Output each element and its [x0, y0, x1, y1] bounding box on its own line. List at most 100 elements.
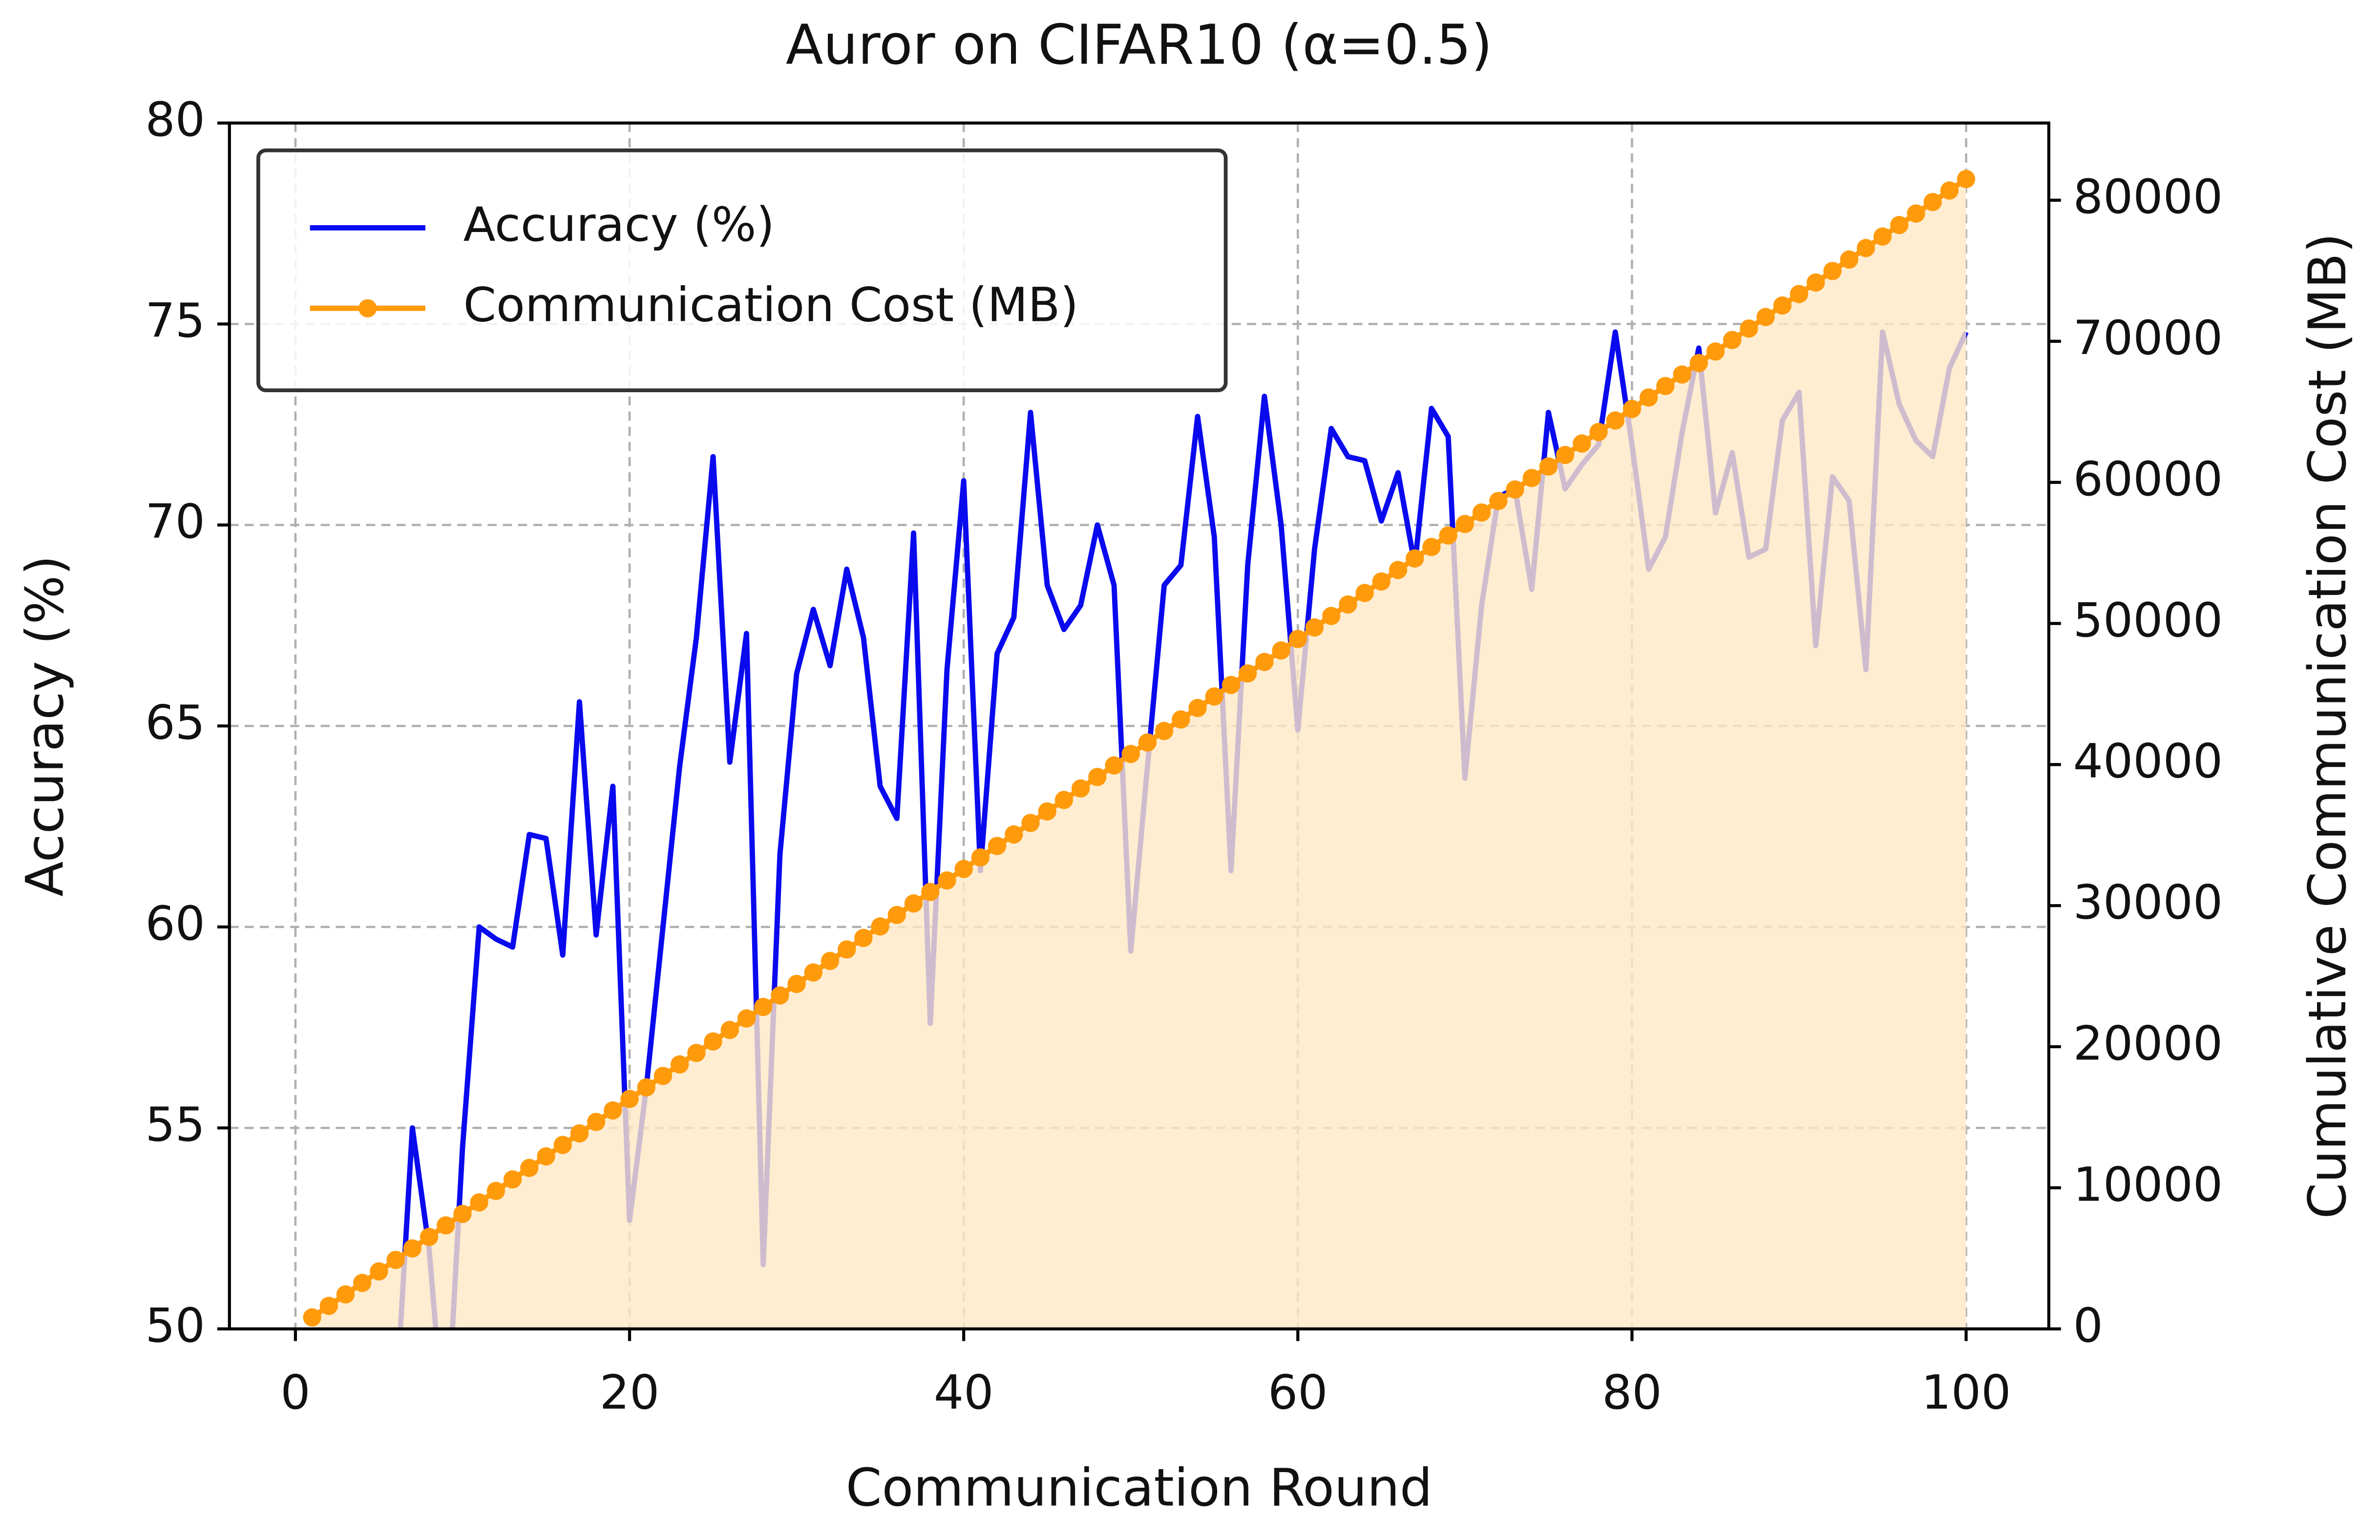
y-tick-label: 60: [145, 896, 205, 951]
point: [904, 894, 923, 913]
point: [1155, 721, 1174, 740]
point: [1907, 204, 1925, 223]
y-tick-label: 80: [145, 92, 205, 147]
point: [804, 963, 822, 982]
point: [1339, 595, 1357, 614]
y2-tick-label: 10000: [2073, 1157, 2223, 1212]
point: [1639, 388, 1658, 407]
point: [1856, 239, 1875, 257]
point: [670, 1055, 689, 1074]
point: [1740, 319, 1758, 338]
point: [1188, 698, 1207, 717]
point: [1957, 169, 1976, 189]
point: [1138, 733, 1157, 752]
point: [1823, 262, 1842, 280]
point: [1923, 192, 1942, 211]
point: [503, 1170, 522, 1189]
point: [370, 1262, 388, 1281]
point: [1807, 273, 1825, 292]
y2-tick-label: 0: [2073, 1298, 2103, 1353]
point: [470, 1193, 488, 1212]
point: [1455, 515, 1474, 533]
legend: Accuracy (%) Communication Cost (MB): [256, 148, 1228, 393]
x-tick-label: 0: [280, 1365, 310, 1420]
point: [437, 1216, 455, 1235]
point: [353, 1273, 372, 1292]
y-tick-label: 65: [145, 696, 205, 750]
point: [637, 1078, 655, 1097]
y2-tick-label: 20000: [2073, 1016, 2223, 1071]
point: [1689, 354, 1708, 372]
point: [1840, 250, 1858, 269]
point: [971, 848, 990, 867]
point: [319, 1297, 338, 1315]
y2-axis-label: Cumulative Communication Cost (MB): [2297, 233, 2358, 1219]
point: [1489, 492, 1508, 510]
point: [1622, 400, 1642, 419]
point: [1539, 457, 1558, 476]
point: [520, 1159, 539, 1177]
x-tick-label: 60: [1268, 1365, 1328, 1420]
point: [1005, 825, 1023, 844]
point: [1305, 618, 1324, 637]
chart-title: Auror on CIFAR10 (α=0.5): [786, 13, 1493, 77]
point: [1556, 445, 1575, 464]
point: [1656, 377, 1675, 395]
point: [1890, 216, 1909, 234]
point: [570, 1124, 589, 1143]
point: [1940, 181, 1959, 200]
point: [821, 951, 840, 970]
x-tick-label: 20: [600, 1365, 660, 1420]
y2-tick-label: 60000: [2073, 452, 2223, 506]
x-axis-label: Communication Round: [846, 1457, 1432, 1518]
y2-tick-label: 50000: [2073, 593, 2223, 648]
legend-box: [256, 148, 1228, 393]
point: [1773, 296, 1791, 315]
point: [1355, 584, 1374, 602]
point: [787, 974, 806, 993]
y2-tick-label: 80000: [2073, 169, 2223, 224]
y-tick-label: 55: [145, 1097, 205, 1152]
point: [1472, 503, 1491, 522]
point: [1389, 561, 1408, 579]
x-tick-label: 100: [1921, 1365, 2011, 1420]
point: [1105, 756, 1123, 775]
y-tick-label: 75: [145, 294, 205, 348]
point: [737, 1009, 756, 1028]
y-axis-label: Accuracy (%): [15, 555, 75, 897]
point: [403, 1239, 421, 1258]
point: [1589, 422, 1608, 442]
point: [303, 1308, 321, 1327]
point: [604, 1101, 622, 1120]
point: [921, 883, 940, 901]
point: [1790, 285, 1809, 303]
point: [486, 1181, 505, 1200]
legend-label: Accuracy (%): [463, 197, 775, 252]
series-line: [311, 177, 1968, 1320]
point: [938, 871, 956, 890]
point: [1255, 653, 1274, 671]
point: [553, 1136, 572, 1154]
x-tick-label: 40: [934, 1365, 994, 1420]
point: [453, 1204, 472, 1224]
point: [1606, 411, 1624, 430]
point: [653, 1067, 673, 1085]
point: [386, 1250, 405, 1269]
point: [871, 917, 889, 936]
point: [1121, 745, 1140, 763]
point: [420, 1227, 439, 1246]
point: [587, 1113, 606, 1131]
point: [1205, 687, 1223, 706]
point: [1573, 434, 1591, 453]
point: [1071, 779, 1090, 798]
y2-tick-label: 70000: [2073, 311, 2223, 365]
point: [720, 1021, 739, 1039]
point: [854, 928, 873, 947]
point: [838, 940, 856, 959]
point: [1054, 791, 1074, 809]
legend-label: Communication Cost (MB): [463, 278, 1079, 333]
plot-area: [303, 169, 1976, 1329]
point: [1172, 710, 1190, 729]
